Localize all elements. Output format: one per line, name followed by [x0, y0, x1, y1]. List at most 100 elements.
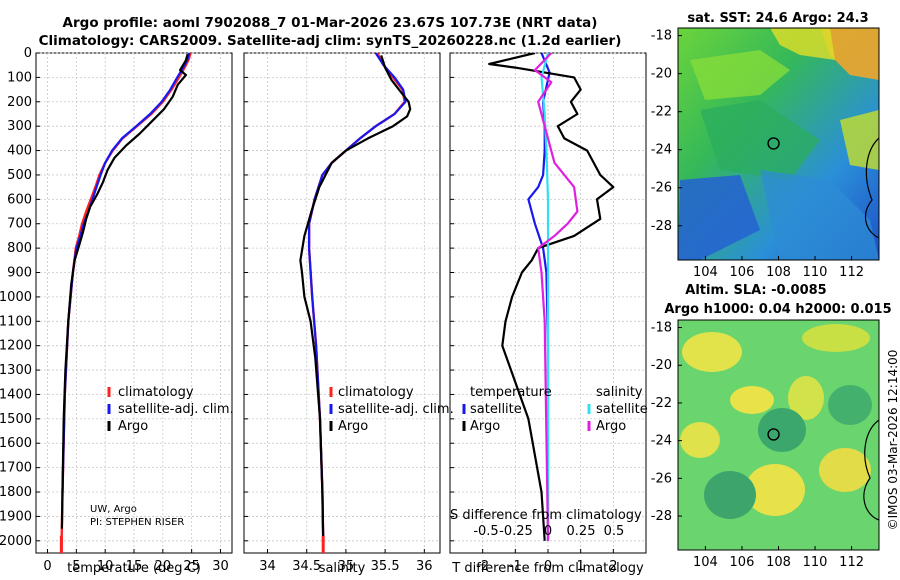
legend3-temp-satellite-label: satellite [470, 402, 522, 417]
salinity-axes [243, 52, 441, 554]
s-difference-label: S difference from climatology [450, 508, 642, 523]
s-tick-0.25: 0.25 [567, 524, 596, 539]
map-y-tick-label: -18 [651, 321, 672, 336]
sla-coastline [863, 419, 880, 521]
x-tick-label: 2 [609, 559, 617, 574]
y-tick-label: 800 [7, 241, 32, 256]
y-tick-label: 1800 [0, 485, 32, 500]
y-tick-label: 1100 [0, 314, 32, 329]
map-y-tick-label: -26 [651, 471, 672, 486]
map-y-tick-label: -22 [651, 396, 672, 411]
y-tick-label: 100 [7, 70, 32, 85]
s-tick-0.5: 0.5 [604, 524, 625, 539]
y-tick-label: 300 [7, 119, 32, 134]
map-y-tick-label: -18 [651, 29, 672, 44]
map-x-tick-label: 106 [730, 265, 755, 280]
map-y-tick-label: -22 [651, 105, 672, 120]
map-x-tick-label: 108 [766, 265, 791, 280]
legend-argo-label: Argo [118, 419, 148, 434]
map-x-tick-label: 112 [839, 555, 864, 570]
x-tick-label: 34.5 [292, 559, 321, 574]
x-tick-label: 5 [72, 559, 80, 574]
map-y-tick-label: -24 [651, 434, 672, 449]
series-line-argo [60, 53, 189, 529]
x-tick-label: 34 [259, 559, 276, 574]
legend2-satellite-adj-label: satellite-adj. clim. [338, 402, 454, 417]
temperature-xlabel: temperature (deg C) [67, 561, 201, 576]
map-y-tick-label: -20 [651, 67, 672, 82]
map-y-tick-label: -26 [651, 181, 672, 196]
legend3-salinity-heading: salinity [596, 385, 643, 400]
salinity-xlabel: salinity [319, 561, 366, 576]
y-tick-label: 2000 [0, 534, 32, 549]
series-group [299, 53, 412, 553]
s-tick--0.5: -0.5 [473, 524, 498, 539]
sst-map [678, 28, 880, 260]
legend3-sal-satellite-label: satellite [596, 402, 648, 417]
pi-note: PI: STEPHEN RISER [90, 517, 184, 528]
y-tick-label: 900 [7, 266, 32, 281]
s-tick-0: 0 [544, 524, 552, 539]
x-tick-label: -2 [476, 559, 489, 574]
s-tick--0.25: -0.25 [499, 524, 533, 539]
map-x-tick-label: 104 [693, 555, 718, 570]
series-group [488, 53, 615, 541]
y-tick-label: 1200 [0, 339, 32, 354]
map-x-tick-label: 112 [839, 265, 864, 280]
map-y-tick-label: -20 [651, 358, 672, 373]
x-tick-label: 10 [97, 559, 114, 574]
series-group [59, 53, 192, 553]
y-tick-label: 1300 [0, 363, 32, 378]
legend3-temperature-heading: temperature [470, 385, 552, 400]
x-tick-label: 30 [212, 559, 229, 574]
x-tick-label: -1 [509, 559, 522, 574]
series-line-temperature-argo [488, 53, 615, 541]
argo-location-marker [767, 137, 780, 150]
map-x-tick-label: 110 [803, 265, 828, 280]
x-tick-label: 25 [183, 559, 200, 574]
y-tick-label: 600 [7, 192, 32, 207]
sla-title-line1: Altim. SLA: -0.0085 [685, 283, 826, 298]
legend-satellite-adj-label: satellite-adj. clim. [118, 402, 234, 417]
x-tick-label: 15 [126, 559, 143, 574]
institution-note: UW, Argo [90, 504, 137, 515]
y-tick-label: 1700 [0, 461, 32, 476]
map-y-tick-label: -24 [651, 143, 672, 158]
x-tick-label: 20 [155, 559, 172, 574]
argo-location-marker [767, 428, 780, 441]
x-tick-label: 0 [43, 559, 51, 574]
legend-climatology-label: climatology [118, 385, 194, 400]
y-tick-label: 1400 [0, 387, 32, 402]
y-tick-label: 200 [7, 95, 32, 110]
difference-xlabel: T difference from climatology [451, 561, 644, 576]
series-line-argo [299, 55, 412, 541]
series-line-salinity-argo [533, 53, 579, 541]
map-x-tick-label: 106 [730, 555, 755, 570]
series-line-salinity-satellite [540, 53, 550, 541]
y-tick-label: 1000 [0, 290, 32, 305]
legend3-sal-argo-label: Argo [596, 419, 626, 434]
y-tick-label: 1500 [0, 412, 32, 427]
x-tick-label: 1 [577, 559, 585, 574]
x-tick-label: 35.5 [371, 559, 400, 574]
imos-credit: ©IMOS 03-Mar-2026 12:14:00 [886, 350, 900, 531]
x-tick-label: 35 [338, 559, 355, 574]
sla-title-line2: Argo h1000: 0.04 h2000: 0.015 [664, 302, 891, 317]
title-line1: Argo profile: aoml 7902088_7 01-Mar-2026… [63, 15, 598, 31]
map-x-tick-label: 104 [693, 265, 718, 280]
sla-map [678, 320, 879, 550]
map-x-tick-label: 108 [766, 555, 791, 570]
map-y-tick-label: -28 [651, 219, 672, 234]
legend2-argo-label: Argo [338, 419, 368, 434]
y-tick-label: 0 [24, 46, 32, 61]
x-tick-label: 36 [416, 559, 433, 574]
map-y-tick-label: -28 [651, 509, 672, 524]
y-tick-label: 700 [7, 217, 32, 232]
y-tick-label: 400 [7, 144, 32, 159]
legend2-climatology-label: climatology [338, 385, 414, 400]
sst-title: sat. SST: 24.6 Argo: 24.3 [687, 11, 868, 26]
y-tick-label: 500 [7, 168, 32, 183]
legend3-temp-argo-label: Argo [470, 419, 500, 434]
map-x-tick-label: 110 [803, 555, 828, 570]
